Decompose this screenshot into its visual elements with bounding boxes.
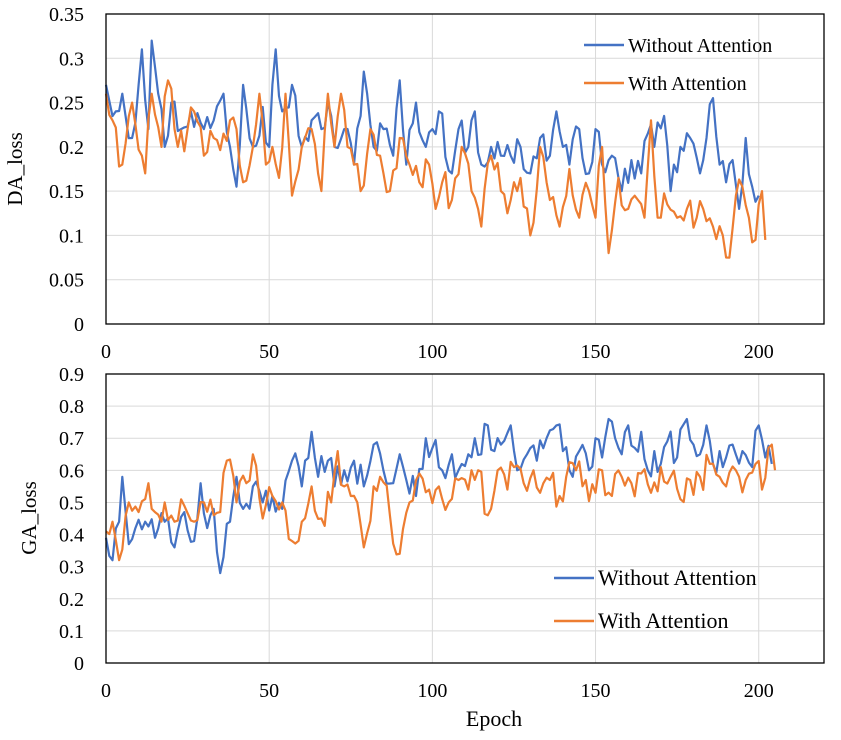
x-tick-label: 50 <box>259 680 279 702</box>
y-tick-label: 0.05 <box>49 270 84 292</box>
y-tick-label: 0 <box>74 314 84 336</box>
legend-label-with-attention: With Attention <box>628 73 747 95</box>
ga-loss-chart: 0 0.1 0.2 0.3 0.4 0.5 0.6 0.7 0.8 0.9 0 50 100 150 200… <box>17 364 825 731</box>
x-tick-label: 0 <box>101 341 111 363</box>
legend-label-with-attention: With Attention <box>598 608 729 633</box>
plot-frame <box>105 13 825 325</box>
y-tick-label: 0.25 <box>49 93 84 115</box>
series-line-with-attention <box>104 79 767 259</box>
y-tick-label: 0.8 <box>59 396 84 418</box>
y-tick-label: 0.1 <box>59 225 84 247</box>
x-tick-label: 200 <box>744 341 774 363</box>
y-tick-label: 0.4 <box>59 525 84 547</box>
y-tick-label: 0.2 <box>59 137 84 159</box>
y-tick-label: 0.9 <box>59 364 84 386</box>
plot-frame <box>105 373 825 664</box>
x-tick-label: 100 <box>417 341 447 363</box>
series-line-with-attention <box>105 443 777 562</box>
x-tick-label: 50 <box>259 341 279 363</box>
x-tick-label: 100 <box>417 680 447 702</box>
y-tick-label: 0.3 <box>59 48 84 70</box>
y-tick-label: 0.7 <box>59 428 84 450</box>
y-tick-label: 0.3 <box>59 557 84 579</box>
y-tick-label: 0.15 <box>49 181 84 203</box>
legend-label-without-attention: Without Attention <box>628 35 772 57</box>
x-tick-label: 150 <box>581 680 611 702</box>
x-tick-label: 200 <box>744 680 774 702</box>
x-axis-label: Epoch <box>466 706 522 731</box>
series-line-without-attention <box>104 417 773 575</box>
y-axis-label: DA_loss <box>3 132 27 206</box>
y-tick-label: 0.35 <box>49 4 84 26</box>
y-axis-label: GA_loss <box>17 481 41 555</box>
y-tick-label: 0.2 <box>59 589 84 611</box>
x-tick-label: 150 <box>581 341 611 363</box>
x-tick-label: 0 <box>101 680 111 702</box>
y-tick-label: 0 <box>74 653 84 675</box>
da-loss-chart: 0 0.05 0.1 0.15 0.2 0.25 0.3 0.35 0 50 100 150 200 DA… <box>3 4 825 363</box>
y-tick-label: 0.1 <box>59 621 84 643</box>
y-tick-label: 0.6 <box>59 460 84 482</box>
legend-label-without-attention: Without Attention <box>598 565 757 590</box>
y-tick-label: 0.5 <box>59 492 84 514</box>
